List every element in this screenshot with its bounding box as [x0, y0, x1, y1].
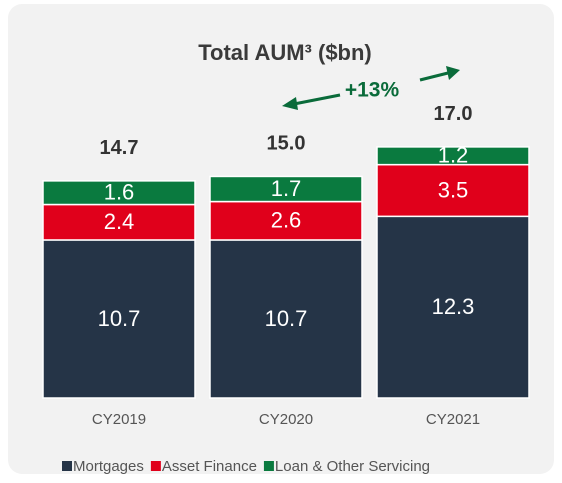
legend-swatch [62, 461, 72, 471]
legend-label: Mortgages [73, 458, 144, 475]
segment-label: 10.7 [265, 306, 308, 331]
growth-arrows [282, 66, 460, 110]
legend-label: Loan & Other Servicing [275, 458, 430, 475]
x-tick-label: CY2019 [92, 411, 146, 428]
chart-title: Total AUM³ ($bn) [198, 40, 372, 65]
bar-segment [42, 180, 196, 206]
legend-swatch [150, 461, 161, 471]
segment-label: 2.6 [271, 208, 302, 233]
bar-segment [42, 203, 196, 241]
annotation: +13% [345, 79, 400, 102]
segment-label: 3.5 [438, 177, 469, 202]
legend-swatch [263, 461, 274, 471]
total-label: 17.0 [434, 103, 473, 125]
total-label: 15.0 [267, 133, 306, 155]
bar-segment [376, 163, 530, 218]
segment-label: 1.2 [438, 143, 469, 168]
segment-label: 10.7 [98, 306, 141, 331]
legend-label: Asset Finance [162, 458, 257, 475]
total-label: 14.7 [100, 137, 139, 159]
x-tick-label: CY2020 [259, 411, 313, 428]
segment-label: 1.6 [104, 180, 135, 205]
segment-label: 2.4 [104, 209, 135, 234]
bar-segment [209, 175, 363, 203]
bar-segment [376, 146, 530, 166]
segment-label: 1.7 [271, 176, 302, 201]
x-tick-label: CY2021 [426, 411, 480, 428]
segment-label: 12.3 [432, 294, 475, 319]
bar-segment [376, 215, 530, 399]
